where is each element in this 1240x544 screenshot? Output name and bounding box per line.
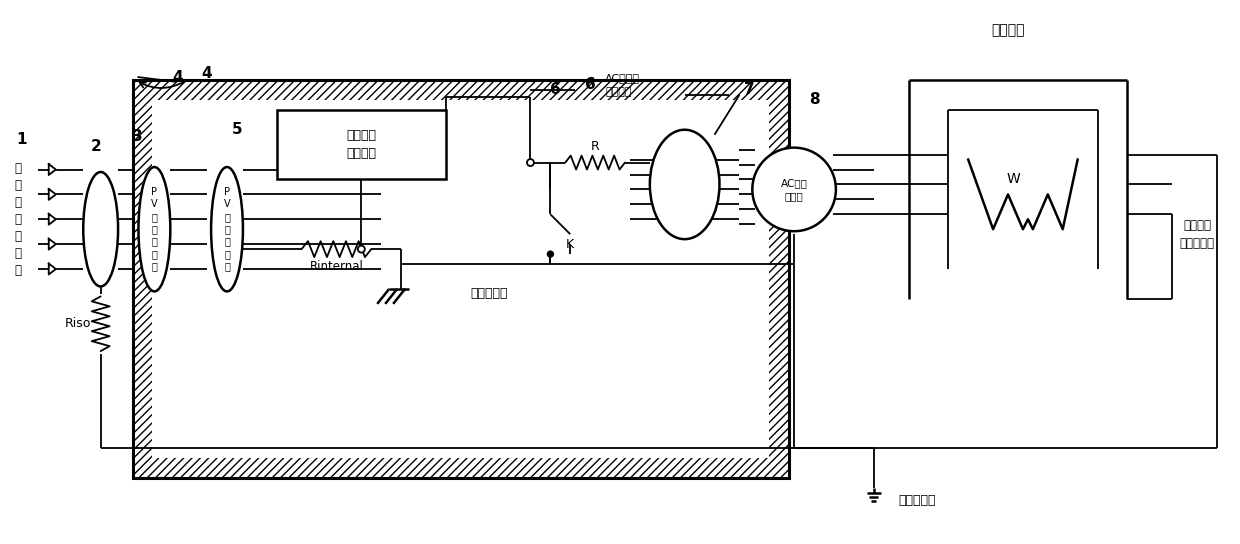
Polygon shape [48,214,56,225]
Text: 光
伏
阵
列
输
入
端: 光 伏 阵 列 输 入 端 [15,162,21,277]
Text: 2: 2 [91,139,102,154]
Text: P
V
侧
接
线
端
子: P V 侧 接 线 端 子 [223,187,231,271]
Text: 4: 4 [202,65,212,81]
Text: AC侧接
线端子: AC侧接 线端子 [781,178,807,201]
Text: 1: 1 [16,132,26,147]
Text: AC侧内部
接线端子: AC侧内部 接线端子 [605,73,640,96]
Polygon shape [48,189,56,200]
Text: 4: 4 [172,70,182,84]
Polygon shape [48,263,56,275]
Text: P
V
侧
接
线
端
子: P V 侧 接 线 端 子 [151,187,157,271]
Text: 6: 6 [585,77,595,92]
Polygon shape [48,164,56,175]
Text: W: W [1006,172,1019,187]
Text: Riso: Riso [64,317,91,330]
Text: 绝缘阻抗
功能模块: 绝缘阻抗 功能模块 [346,129,376,160]
Circle shape [547,251,553,257]
Bar [153,100,769,458]
Circle shape [358,246,365,252]
Bar [133,80,789,478]
Text: R: R [590,140,599,153]
Text: 机壳等电位: 机壳等电位 [471,287,508,300]
Text: 电网系统: 电网系统 [991,23,1024,37]
Ellipse shape [211,167,243,292]
Text: 3: 3 [133,129,143,144]
Text: 7: 7 [744,83,755,97]
Bar [277,110,446,180]
Text: 8: 8 [808,92,820,107]
Circle shape [753,147,836,231]
Text: 5: 5 [232,122,242,137]
Ellipse shape [139,167,170,292]
Text: 大地等电位: 大地等电位 [899,494,936,508]
Circle shape [527,159,534,166]
Text: 6: 6 [551,83,560,97]
Text: K: K [565,238,573,251]
Ellipse shape [650,129,719,239]
Text: Rinternal: Rinternal [310,259,363,273]
Text: 电网远端
中点接地线: 电网远端 中点接地线 [1179,219,1214,250]
Polygon shape [48,239,56,250]
